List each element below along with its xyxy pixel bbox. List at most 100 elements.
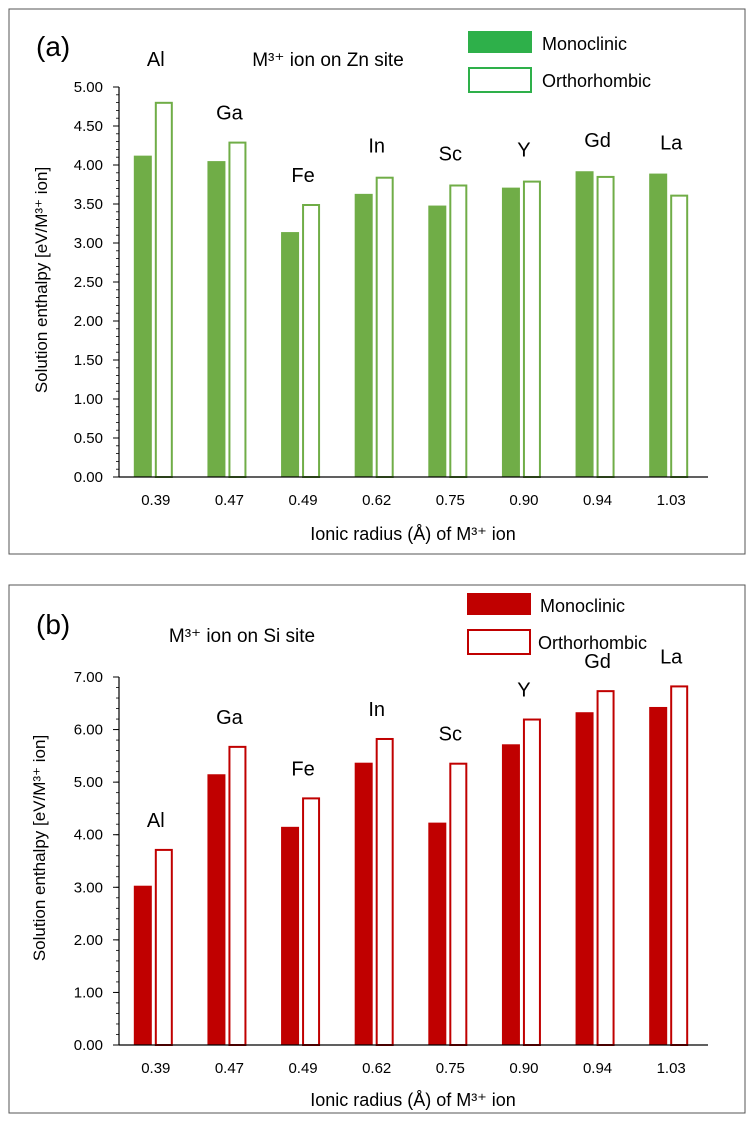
panel-a-title: M³⁺ ion on Zn site	[252, 50, 404, 71]
panel-b-legend-swatch-orthorhombic	[467, 629, 531, 655]
ion-label: Ga	[216, 103, 244, 125]
x-tick-label: 0.47	[215, 1060, 244, 1077]
bar-monoclinic	[133, 885, 152, 1045]
bar-orthorhombic	[228, 141, 247, 478]
ion-label: Y	[517, 680, 530, 702]
bar-monoclinic	[501, 187, 520, 477]
panel-b-legend-label-monoclinic: Monoclinic	[540, 596, 625, 616]
bar-orthorhombic	[522, 718, 541, 1046]
panel-a-legend-label-orthorhombic: Orthorhombic	[542, 71, 651, 91]
bar-monoclinic	[575, 712, 594, 1045]
bar-orthorhombic	[154, 848, 173, 1046]
x-tick-label: 0.75	[436, 1060, 465, 1077]
panel-b-label: (b)	[36, 609, 70, 640]
y-tick-label: 0.50	[74, 430, 103, 447]
ion-label: In	[368, 136, 385, 158]
panel-a-legend-swatch-orthorhombic	[468, 67, 532, 93]
bar-monoclinic	[354, 762, 373, 1045]
y-tick-label: 5.00	[74, 79, 103, 96]
y-tick-label: 0.00	[74, 1037, 103, 1054]
ion-label: Fe	[291, 758, 314, 780]
bar-monoclinic	[281, 826, 300, 1045]
y-tick-label: 7.00	[74, 669, 103, 686]
bar-monoclinic	[354, 193, 373, 478]
y-tick-label: 3.00	[74, 235, 103, 252]
panel-a-axes	[118, 87, 708, 478]
ion-label: Fe	[291, 165, 314, 187]
bar-orthorhombic	[596, 690, 615, 1047]
bar-monoclinic	[133, 155, 152, 477]
panel-a-x-axis-label: Ionic radius (Å) of M³⁺ ion	[310, 524, 516, 544]
bar-monoclinic	[649, 173, 668, 477]
panel-b-axes	[118, 677, 708, 1046]
panel-a: (a) M³⁺ ion on Zn site Monoclinic Orthor…	[8, 8, 746, 555]
y-tick-label: 4.00	[74, 157, 103, 174]
bar-orthorhombic	[522, 180, 541, 478]
ion-label: La	[660, 646, 683, 668]
y-tick-label: 2.00	[74, 313, 103, 330]
y-tick-label: 1.00	[74, 984, 103, 1001]
bar-orthorhombic	[302, 797, 321, 1046]
bar-orthorhombic	[596, 175, 615, 478]
bar-orthorhombic	[449, 184, 468, 478]
x-tick-label: 0.94	[583, 1060, 612, 1077]
panel-a-legend-label-monoclinic: Monoclinic	[542, 34, 627, 54]
ion-label: Gd	[584, 130, 611, 152]
x-tick-label: 0.75	[436, 492, 465, 509]
panel-a-y-ticks: 0.00 0.50 1.00 1.50 2.00 2.50 3.00 3.50 4.00 4.50…	[74, 79, 119, 486]
bar-monoclinic	[428, 205, 447, 477]
panel-a-legend-swatch-monoclinic	[468, 31, 532, 53]
x-tick-label: 0.49	[288, 1060, 317, 1077]
panel-b-legend-label-orthorhombic: Orthorhombic	[538, 633, 647, 653]
ion-label: In	[368, 699, 385, 721]
ion-label: La	[660, 133, 683, 155]
y-tick-label: 2.00	[74, 932, 103, 949]
panel-a-legend: Monoclinic Orthorhombic	[468, 31, 651, 93]
bar-monoclinic	[649, 706, 668, 1045]
bar-monoclinic	[207, 161, 226, 477]
x-tick-label: 0.49	[288, 492, 317, 509]
y-tick-label: 3.00	[74, 879, 103, 896]
panel-a-y-axis-label: Solution enthalpy [eV/M³⁺ ion]	[32, 167, 51, 393]
x-tick-label: 0.62	[362, 492, 391, 509]
x-tick-label: 0.62	[362, 1060, 391, 1077]
y-tick-label: 0.00	[74, 469, 103, 486]
x-tick-label: 0.90	[509, 1060, 538, 1077]
ion-label: Ga	[216, 707, 244, 729]
ion-label: Gd	[584, 651, 611, 673]
x-tick-label: 0.90	[509, 492, 538, 509]
panel-b-title: M³⁺ ion on Si site	[169, 626, 315, 647]
bar-monoclinic	[207, 774, 226, 1045]
y-tick-label: 2.50	[74, 274, 103, 291]
panel-b-x-ticks: 0.39 0.47 0.49 0.62 0.75 0.90 0.94 1.03	[141, 1060, 686, 1077]
panel-b-y-axis-label: Solution enthalpy [eV/M³⁺ ion]	[30, 735, 49, 961]
bar-orthorhombic	[375, 176, 394, 478]
x-tick-label: 0.39	[141, 1060, 170, 1077]
bar-monoclinic	[428, 822, 447, 1045]
x-tick-label: 1.03	[657, 492, 686, 509]
y-tick-label: 4.50	[74, 118, 103, 135]
y-tick-label: 1.00	[74, 391, 103, 408]
ion-label: Y	[517, 140, 530, 162]
bar-orthorhombic	[449, 762, 468, 1046]
bar-orthorhombic	[670, 194, 689, 478]
ion-label: Al	[147, 49, 165, 71]
y-tick-label: 5.00	[74, 774, 103, 791]
y-tick-label: 6.00	[74, 722, 103, 739]
panel-b-x-axis-label: Ionic radius (Å) of M³⁺ ion	[310, 1090, 516, 1110]
bar-monoclinic	[281, 232, 300, 477]
panel-b-legend-swatch-monoclinic	[467, 593, 531, 615]
panel-a-bars	[133, 101, 689, 478]
x-tick-label: 0.39	[141, 492, 170, 509]
bar-orthorhombic	[375, 737, 394, 1046]
panel-b-legend: Monoclinic Orthorhombic	[467, 593, 647, 655]
bar-monoclinic	[575, 171, 594, 478]
bar-orthorhombic	[670, 685, 689, 1046]
x-tick-label: 1.03	[657, 1060, 686, 1077]
panel-b-bars	[133, 685, 689, 1047]
y-tick-label: 1.50	[74, 352, 103, 369]
x-tick-label: 0.94	[583, 492, 612, 509]
bar-orthorhombic	[302, 204, 321, 478]
